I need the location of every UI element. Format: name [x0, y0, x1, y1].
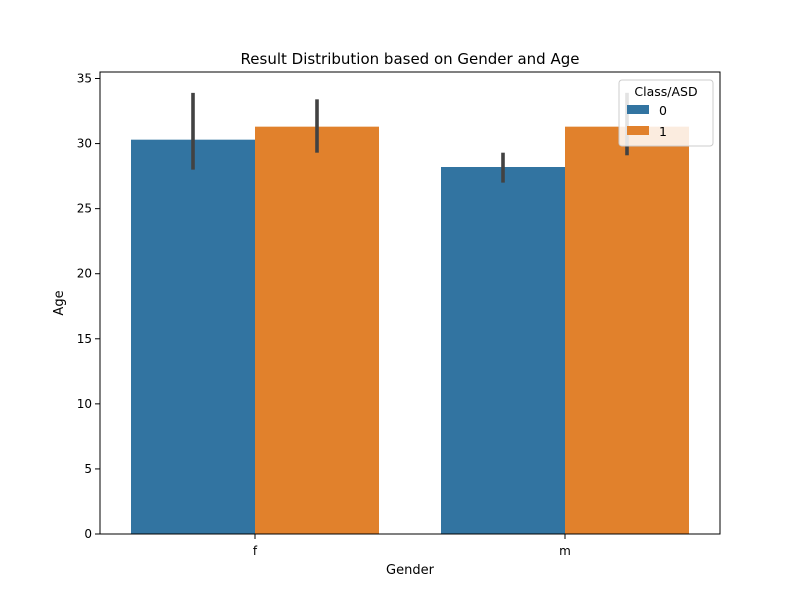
y-tick-label: 25 [77, 202, 92, 216]
y-tick-label: 10 [77, 397, 92, 411]
y-axis-label: Age [52, 290, 67, 315]
legend-label-0: 0 [659, 103, 667, 118]
x-tick-label: m [559, 544, 571, 558]
bars-group [131, 126, 689, 535]
y-tick-label: 5 [84, 462, 92, 476]
legend-swatch-0 [627, 105, 649, 114]
x-axis-label: Gender [386, 563, 435, 578]
bar-f-class-1 [255, 126, 379, 535]
y-axis-ticks: 0 5 10 15 20 25 30 35 [77, 72, 100, 541]
bar-f-class-0 [131, 139, 255, 535]
bar-m-class-1 [565, 126, 689, 535]
y-tick-label: 0 [84, 527, 92, 541]
chart-title: Result Distribution based on Gender and … [241, 50, 580, 68]
legend: Class/ASD 0 1 [618, 79, 714, 147]
legend-swatch-1 [627, 126, 649, 135]
x-tick-label: f [253, 544, 258, 558]
plot-frame [99, 71, 721, 535]
legend-title: Class/ASD [634, 84, 697, 99]
y-tick-label: 35 [77, 72, 92, 86]
y-tick-label: 15 [77, 332, 92, 346]
bar-m-class-0 [441, 167, 565, 535]
legend-label-1: 1 [659, 124, 667, 139]
y-tick-label: 30 [77, 137, 92, 151]
y-tick-label: 20 [77, 267, 92, 281]
